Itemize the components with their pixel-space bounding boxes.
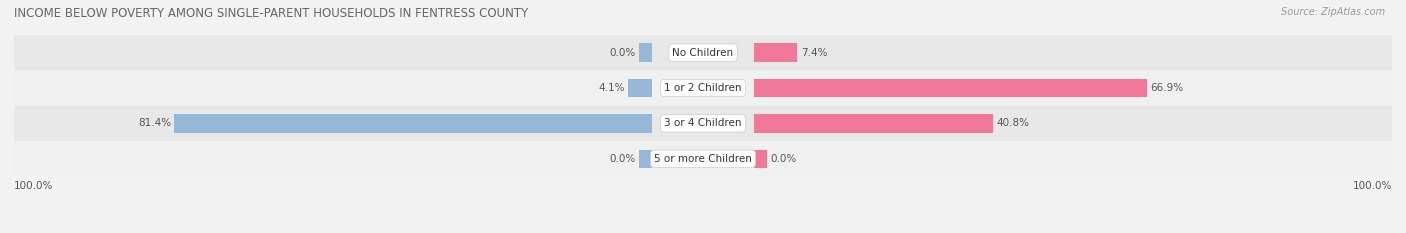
Text: 0.0%: 0.0%	[770, 154, 796, 164]
Text: 40.8%: 40.8%	[997, 118, 1029, 128]
Text: 66.9%: 66.9%	[1150, 83, 1182, 93]
Text: 4.1%: 4.1%	[598, 83, 624, 93]
Text: 5 or more Children: 5 or more Children	[654, 154, 752, 164]
Text: 7.4%: 7.4%	[800, 48, 827, 58]
Text: 0.0%: 0.0%	[610, 48, 636, 58]
Text: INCOME BELOW POVERTY AMONG SINGLE-PARENT HOUSEHOLDS IN FENTRESS COUNTY: INCOME BELOW POVERTY AMONG SINGLE-PARENT…	[14, 7, 529, 20]
Bar	[14, 141, 1392, 176]
Bar	[628, 79, 652, 97]
Text: No Children: No Children	[672, 48, 734, 58]
Bar	[640, 43, 652, 62]
Bar	[754, 79, 1147, 97]
Text: 3 or 4 Children: 3 or 4 Children	[664, 118, 742, 128]
Bar	[754, 43, 797, 62]
Text: Source: ZipAtlas.com: Source: ZipAtlas.com	[1281, 7, 1385, 17]
Bar	[174, 114, 652, 133]
Bar	[14, 106, 1392, 141]
Text: 0.0%: 0.0%	[610, 154, 636, 164]
Text: 81.4%: 81.4%	[138, 118, 172, 128]
Bar	[14, 70, 1392, 106]
Bar	[754, 114, 994, 133]
Text: 100.0%: 100.0%	[14, 181, 53, 191]
Text: 100.0%: 100.0%	[1353, 181, 1392, 191]
Bar	[754, 150, 766, 168]
Bar	[640, 150, 652, 168]
Text: 1 or 2 Children: 1 or 2 Children	[664, 83, 742, 93]
Bar	[14, 35, 1392, 70]
